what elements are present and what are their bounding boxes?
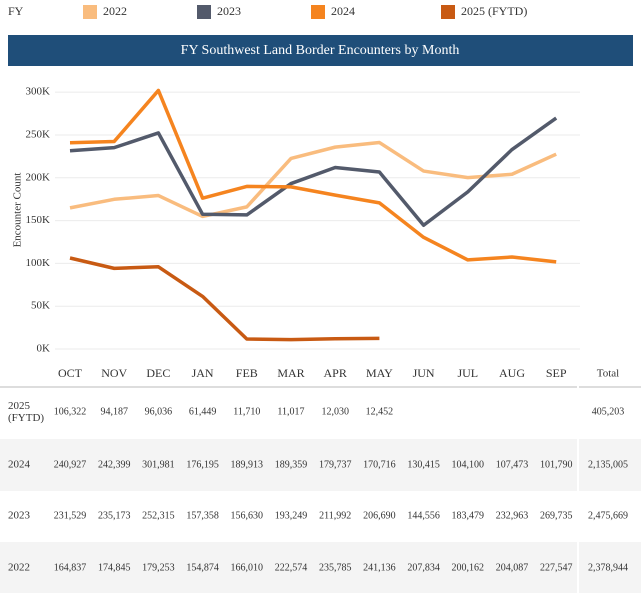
table-cell: 157,358 <box>186 510 219 521</box>
table-cell: 200,162 <box>452 562 485 573</box>
table-cell: 235,173 <box>98 510 131 521</box>
legend-swatch <box>311 5 325 19</box>
legend-label: 2024 <box>331 4 355 18</box>
x-tick-label: JUN <box>413 366 435 380</box>
table-cell: 12,452 <box>366 406 394 417</box>
y-tick-label: 150K <box>26 214 51 226</box>
table-cell: 252,315 <box>142 510 175 521</box>
table-cell: 106,322 <box>54 406 87 417</box>
table-total: 2,135,005 <box>588 459 628 470</box>
table-total: 405,203 <box>592 406 625 417</box>
table-cell: 204,087 <box>496 562 529 573</box>
x-tick-label: AUG <box>499 366 525 380</box>
legend-label: 2022 <box>103 4 127 18</box>
row-bg <box>0 439 641 491</box>
x-tick-label: FEB <box>236 366 258 380</box>
table-cell: 227,547 <box>540 562 573 573</box>
y-axis-label: Encounter Count <box>12 173 24 248</box>
y-tick-label: 100K <box>26 257 51 269</box>
x-tick-label: APR <box>324 366 347 380</box>
table-cell: 231,529 <box>54 510 87 521</box>
series-line <box>69 256 380 342</box>
table-cell: 174,845 <box>98 562 131 573</box>
legend-title: FY <box>8 4 24 18</box>
table-cell: 96,036 <box>145 406 173 417</box>
x-tick-label: OCT <box>58 366 83 380</box>
y-tick-label: 50K <box>31 300 50 312</box>
table-cell: 189,359 <box>275 459 308 470</box>
legend-label: 2023 <box>217 4 241 18</box>
table-cell: 154,874 <box>186 562 219 573</box>
table-cell: 211,992 <box>319 510 351 521</box>
series-line <box>69 140 557 219</box>
series-line <box>69 116 558 227</box>
x-tick-label: DEC <box>146 366 170 380</box>
row-label: 2022 <box>8 562 30 574</box>
title-bar <box>8 35 633 66</box>
row-label: 2025 (FYTD) <box>8 400 44 424</box>
legend-swatch <box>441 5 455 19</box>
table-cell: 183,479 <box>452 510 485 521</box>
table-cell: 179,253 <box>142 562 175 573</box>
table-cell: 206,690 <box>363 510 396 521</box>
legend-swatch <box>83 5 97 19</box>
table-cell: 241,136 <box>363 562 396 573</box>
table-cell: 170,716 <box>363 459 396 470</box>
row-label: 2024 <box>8 459 31 471</box>
table-cell: 104,100 <box>452 459 485 470</box>
series-line <box>69 88 557 264</box>
x-tick-label: NOV <box>101 366 127 380</box>
legend-label: 2025 (FYTD) <box>461 4 527 18</box>
table-total: 2,475,669 <box>588 510 628 521</box>
table-cell: 189,913 <box>231 459 264 470</box>
table-cell: 301,981 <box>142 459 175 470</box>
table-cell: 101,790 <box>540 459 573 470</box>
table-cell: 240,927 <box>54 459 87 470</box>
table-cell: 166,010 <box>231 562 264 573</box>
x-tick-label: MAR <box>277 366 304 380</box>
chart-title: FY Southwest Land Border Encounters by M… <box>181 43 460 58</box>
table-cell: 156,630 <box>231 510 264 521</box>
table-cell: 269,735 <box>540 510 573 521</box>
table-cell: 176,195 <box>186 459 219 470</box>
table-cell: 94,187 <box>100 406 128 417</box>
table-cell: 242,399 <box>98 459 131 470</box>
row-bg <box>0 542 641 593</box>
table-cell: 235,785 <box>319 562 352 573</box>
legend-swatch <box>197 5 211 19</box>
table-cell: 11,017 <box>277 406 304 417</box>
table-total: 2,378,944 <box>588 562 628 573</box>
table-cell: 207,834 <box>407 562 440 573</box>
total-header: Total <box>597 368 619 380</box>
table-cell: 193,249 <box>275 510 308 521</box>
table-cell: 144,556 <box>407 510 440 521</box>
table-cell: 107,473 <box>496 459 529 470</box>
table-cell: 61,449 <box>189 406 217 417</box>
table-cell: 232,963 <box>496 510 529 521</box>
y-tick-label: 200K <box>26 171 51 183</box>
y-tick-label: 300K <box>26 86 51 98</box>
table-cell: 11,710 <box>233 406 260 417</box>
table-cell: 130,415 <box>407 459 440 470</box>
table-cell: 12,030 <box>321 406 349 417</box>
table-cell: 222,574 <box>275 562 308 573</box>
x-tick-label: SEP <box>546 366 567 380</box>
x-tick-label: JAN <box>192 366 214 380</box>
x-tick-label: JUL <box>457 366 478 380</box>
y-tick-label: 250K <box>26 128 51 140</box>
table-cell: 164,837 <box>54 562 87 573</box>
y-tick-label: 0K <box>37 343 51 355</box>
x-tick-label: MAY <box>366 366 393 380</box>
row-label: 2023 <box>8 510 31 522</box>
table-cell: 179,737 <box>319 459 352 470</box>
